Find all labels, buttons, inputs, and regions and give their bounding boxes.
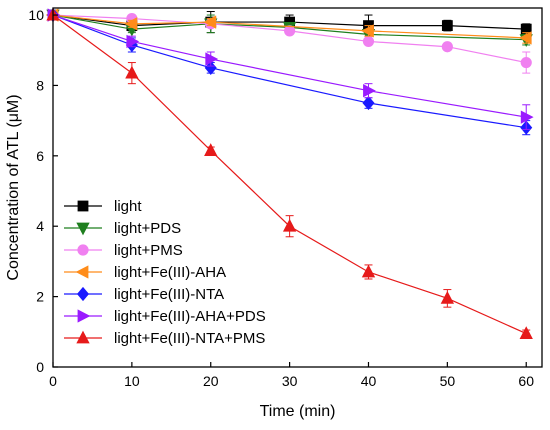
legend-marker [76,222,90,236]
data-point [203,15,217,29]
legend-marker [75,265,89,279]
y-tick-label: 8 [36,77,44,93]
legend-label: light+Fe(III)-NTA+PMS [114,330,265,347]
legend-label: light+Fe(III)-AHA [114,264,226,281]
axis-ticks: 0 10 20 30 40 50 60 0 2 4 6 8 10 [28,7,534,389]
data-point [362,95,375,111]
legend-marker [76,330,90,344]
legend: light light+PDS light+PMS light+Fe(III)-AHA… [64,198,266,347]
data-point [440,291,455,304]
x-axis-title: Time (min) [260,403,336,420]
data-point [205,52,219,66]
x-tick-label: 50 [440,373,456,389]
x-tick-label: 40 [361,373,377,389]
x-tick-label: 0 [49,373,57,389]
legend-label: light+PDS [114,220,181,237]
x-tick-label: 20 [203,373,219,389]
legend-marker [77,309,91,323]
y-tick-label: 0 [36,359,44,375]
legend-marker [76,286,90,302]
data-point [124,17,138,31]
legend-label: light+Fe(III)-NTA [114,286,224,303]
series-6 [46,7,533,339]
data-point [361,24,374,38]
data-point [362,35,375,48]
y-tick-label: 6 [36,148,44,164]
legend-entry: light+PDS [64,220,181,237]
data-point [518,31,532,45]
data-point [204,143,218,156]
data-point [441,20,453,31]
data-point [126,34,140,49]
data-point [519,326,533,339]
legend-marker [77,200,89,212]
legend-entry: light+Fe(III)-AHA+PDS [64,308,266,325]
data-point [520,110,534,124]
data-point [363,84,376,98]
plot-frame [52,7,543,368]
legend-entry: light+PMS [64,242,183,259]
legend-entry: light [64,198,142,215]
legend-entry: light+Fe(III)-AHA [64,264,226,281]
x-tick-label: 30 [282,373,298,389]
legend-entry: light+Fe(III)-NTA [64,286,224,303]
data-point [441,41,453,53]
legend-label: light+Fe(III)-AHA+PDS [114,308,266,325]
y-tick-label: 10 [28,7,44,23]
y-tick-label: 2 [36,289,44,305]
legend-marker [77,244,89,256]
data-point [284,25,296,37]
legend-label: light+PMS [114,242,183,259]
y-axis-title: Concentration of ATL (μM) [5,94,22,280]
data-point [125,65,139,79]
x-tick-label: 60 [518,373,534,389]
data-point [282,218,297,232]
x-tick-label: 10 [124,373,140,389]
legend-label: light [114,198,142,215]
series-line [52,14,527,41]
legend-entry: light+Fe(III)-NTA+PMS [64,330,265,347]
data-point [520,56,532,69]
data-point [361,264,376,278]
y-tick-label: 4 [36,218,44,234]
